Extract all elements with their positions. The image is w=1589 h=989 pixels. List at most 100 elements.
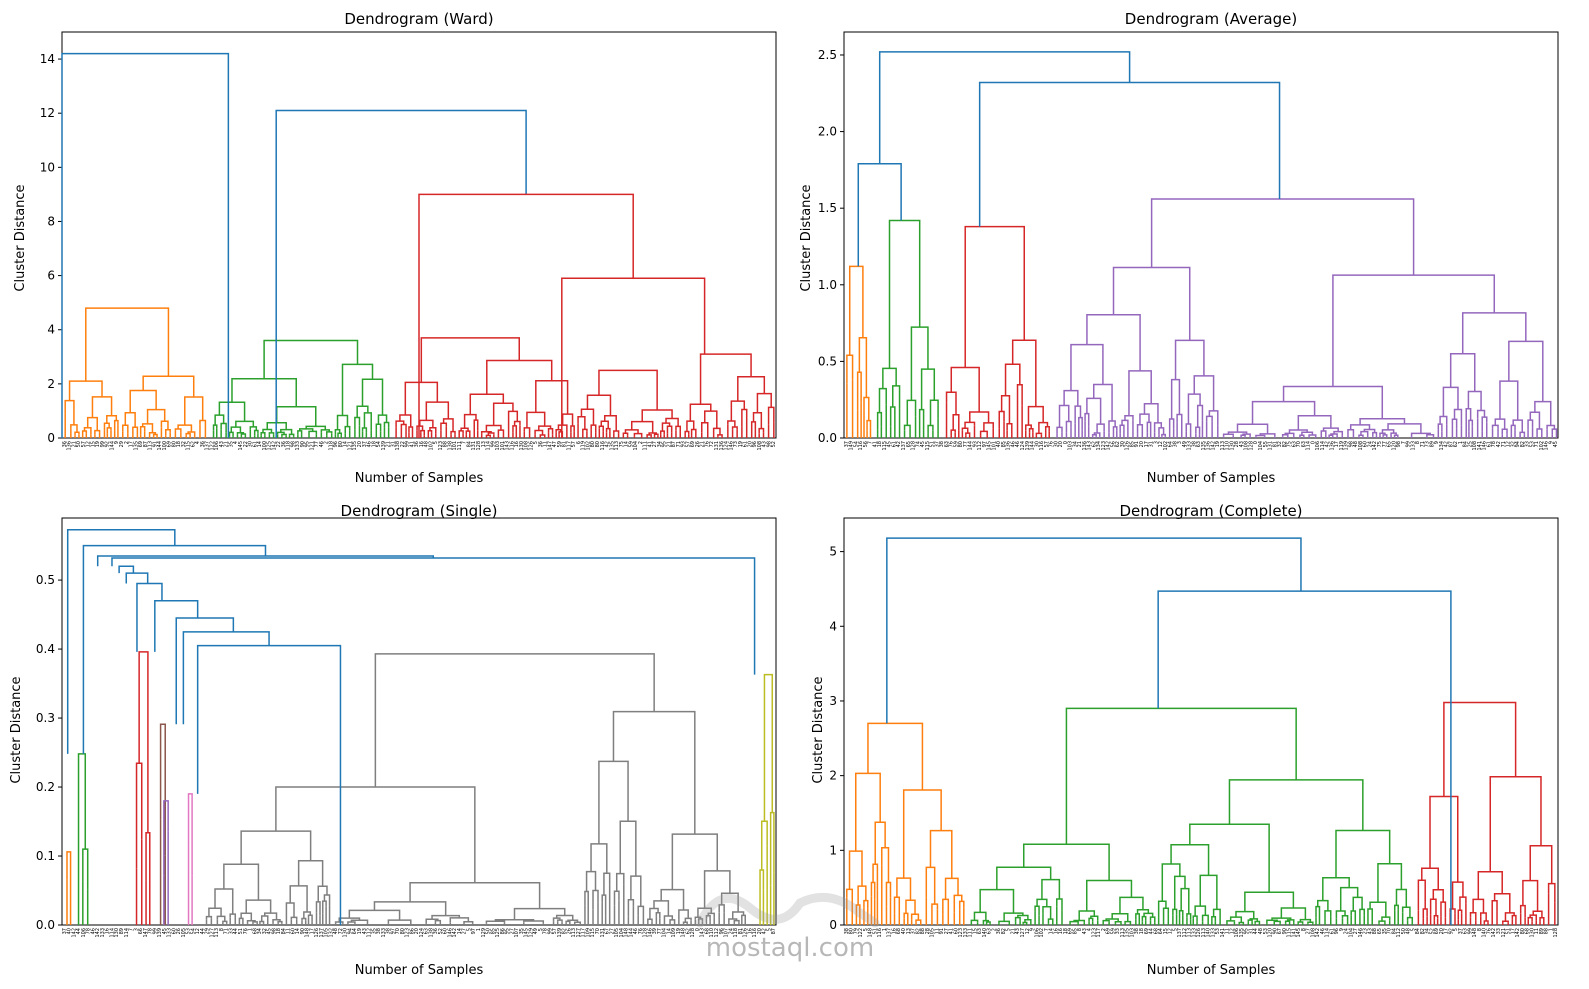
complete-leaf-label: 116 (877, 928, 883, 938)
average-leaf-label: 71 (1534, 441, 1540, 447)
ward-leaf-label: 21 (386, 441, 392, 447)
single-leaf-label: 117 (581, 928, 587, 938)
complete-merge-link (1451, 881, 1464, 910)
ward-leaf-label: 121 (309, 441, 315, 451)
complete-leaf-label: 50 (1401, 928, 1407, 934)
single-merge-link (619, 820, 637, 877)
single-top-link (136, 582, 163, 652)
single-leaf-label: 128 (690, 928, 696, 938)
single-leaf-label: 115 (590, 928, 596, 938)
average-axes-frame (843, 31, 1559, 439)
ward-leaf-label: 87 (671, 441, 677, 447)
complete-leaf-label: 21 (1010, 928, 1016, 934)
ward-merge-link (363, 412, 372, 431)
ward-merge-link (486, 359, 553, 395)
ward-merge-link (383, 421, 390, 428)
ward-leaf-label: 108 (757, 441, 763, 451)
single-leaf-label: 5 (466, 928, 472, 931)
complete-leaf-label: 16 (891, 928, 897, 934)
complete-leaf-label: 137 (887, 928, 893, 938)
single-leaf-label: 105 (324, 928, 330, 938)
average-leaf-label: 99 (1406, 441, 1412, 447)
ward-merge-link (603, 414, 617, 432)
ward-merge-link (297, 430, 303, 435)
ward-leaf-label: 147 (547, 441, 553, 451)
ward-leaf-label: 99 (100, 441, 106, 447)
average-merge-link (903, 424, 911, 431)
ward-merge-link (419, 419, 434, 428)
average-merge-link (1093, 432, 1101, 437)
average-merge-link (950, 366, 980, 413)
average-leaf-label: 24 (1367, 441, 1373, 447)
average-leaf-label: 60 (1363, 441, 1369, 447)
ward-leaf-label: 118 (328, 441, 334, 451)
ward-leaf-label: 98 (766, 441, 772, 447)
complete-leaf-label: 108 (1310, 928, 1316, 938)
single-merge-link (425, 918, 439, 924)
complete-leaf-label: 112 (1182, 928, 1188, 938)
ward-merge-link (341, 363, 374, 416)
single-leaf-label: 118 (733, 928, 739, 938)
ward-merge-link (235, 420, 255, 428)
ward-leaf-label: 118 (286, 441, 292, 451)
average-merge-link (1174, 339, 1205, 380)
ward-merge-link (91, 396, 113, 418)
average-merge-link (1284, 432, 1295, 437)
average-leaf-label: 82 (1282, 441, 1288, 447)
complete-leaf-label: 1 (1548, 928, 1554, 931)
complete-leaf-label: 43 (1367, 928, 1373, 934)
single-leaf-label: 24 (728, 928, 734, 934)
average-merge-link (1453, 408, 1463, 426)
complete-merge-link (1529, 845, 1553, 884)
complete-leaf-label: 4 (1087, 928, 1093, 931)
ward-merge-link (492, 402, 514, 426)
average-leaf-label: 63 (944, 441, 950, 447)
single-leaf-label: 99 (547, 928, 553, 934)
complete-merge-link (1124, 920, 1132, 924)
average-leaf-label: 97 (982, 441, 988, 447)
ward-leaf-label: 43 (219, 441, 225, 447)
ward-merge-link (440, 422, 448, 431)
average-merge-link (848, 265, 864, 356)
ward-leaf-label: 75 (619, 441, 625, 447)
single-merge-link (334, 921, 344, 924)
ward-leaf-label: 131 (714, 441, 720, 451)
complete-leaf-label: 17 (1444, 928, 1450, 934)
average-leaf-label: 45 (887, 441, 893, 447)
complete-leaf-label: 15 (972, 928, 978, 934)
single-leaf-label: 125 (495, 928, 501, 938)
complete-leaf-label: 27 (1353, 928, 1359, 934)
single-leaf-label: 126 (314, 928, 320, 938)
average-leaf-label: 30 (1053, 441, 1059, 447)
complete-merge-link (1102, 919, 1110, 924)
complete-leaf-label: 103 (1129, 928, 1135, 938)
complete-merge-link (1459, 896, 1467, 911)
average-merge-link (1222, 433, 1234, 437)
complete-merge-link (1378, 920, 1386, 924)
single-leaf-label: 144 (628, 928, 634, 938)
ward-leaf-label: 9 (114, 441, 120, 444)
ward-leaf-label: 17 (129, 441, 135, 447)
single-leaf-label: 33 (228, 928, 234, 934)
average-merge-link (1281, 434, 1289, 437)
complete-merge-link (903, 912, 909, 919)
ward-merge-link (598, 369, 658, 411)
complete-leaf-label: 127 (1020, 928, 1026, 938)
complete-merge-link (1034, 905, 1040, 916)
average-x-axis-label: Number of Samples (1147, 471, 1276, 486)
complete-leaf-label: 33 (1115, 928, 1121, 934)
complete-merge-link (1406, 916, 1414, 921)
ward-leaf-label: 138 (447, 441, 453, 451)
complete-leaf-label: 89 (1539, 928, 1545, 934)
complete-merge-link (1273, 920, 1281, 924)
complete-leaf-label: 91 (939, 928, 945, 934)
complete-leaf-label: 68 (1525, 928, 1531, 934)
average-leaf-label: 25 (1467, 441, 1473, 447)
ward-merge-link (704, 410, 718, 429)
single-leaf-label: 129 (528, 928, 534, 938)
average-leaf-label: 89 (1429, 441, 1435, 447)
single-leaf-label: 20 (757, 928, 763, 934)
ward-leaf-label: 43 (762, 441, 768, 447)
average-leaf-label: 112 (977, 441, 983, 451)
